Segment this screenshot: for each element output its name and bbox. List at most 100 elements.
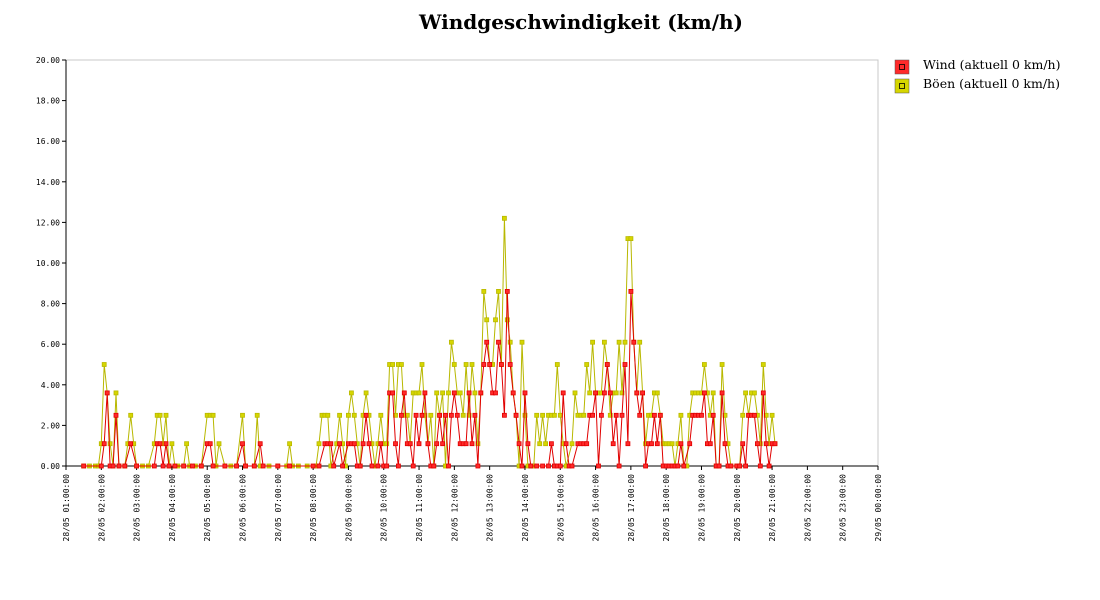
data-point [113,390,119,396]
data-point [569,463,575,469]
data-point [498,362,504,367]
data-point [640,390,645,396]
data-point [675,463,681,469]
data-point [478,390,484,396]
data-point [772,441,778,447]
data-point [422,390,428,396]
y-tick-label: 18.00 [36,97,60,106]
x-tick-label: 28/05 15:00:00 [556,474,565,542]
data-point [737,463,743,469]
data-point [398,362,404,367]
data-point [451,390,457,396]
data-point [457,390,463,396]
data-point [357,463,363,469]
data-point [722,441,728,447]
data-point [504,317,510,323]
y-tick-label: 2.00 [41,421,60,430]
data-point [378,441,384,447]
data-point [699,412,704,418]
data-point [625,441,631,447]
data-point [134,463,140,469]
data-point [740,412,746,418]
data-point [375,463,381,469]
data-point [522,390,528,396]
data-point [469,362,475,367]
series-layer [81,215,778,469]
data-point [316,441,322,447]
data-point [243,463,248,469]
data-point [654,441,660,447]
data-point [454,412,460,418]
data-point [599,412,604,418]
data-point [519,463,525,469]
data-point [687,441,693,447]
data-point [501,215,507,221]
data-point [451,362,457,367]
data-point [116,463,122,469]
data-point [369,463,375,469]
data-point [504,288,510,294]
data-point [328,441,334,447]
data-point [557,463,563,469]
data-point [669,441,675,447]
data-point [81,463,87,469]
data-point [643,463,648,469]
data-point [463,362,469,367]
data-point [384,463,390,469]
data-point [549,441,554,447]
data-point [413,412,419,418]
data-point [440,390,446,396]
data-point [481,362,487,367]
data-point [501,412,507,418]
data-point [702,362,707,367]
x-tick-label: 28/05 05:00:00 [203,474,212,542]
y-tick-label: 10.00 [36,259,60,268]
data-point [398,412,404,418]
data-point [331,463,337,469]
data-point [395,463,401,469]
data-point [463,441,469,447]
y-tick-label: 6.00 [41,340,60,349]
data-point [678,441,684,447]
data-point [222,463,228,469]
data-point [419,362,425,367]
data-point [390,390,396,396]
data-point [755,441,760,447]
data-point [710,390,716,396]
data-point [752,412,757,418]
data-point [472,390,478,396]
data-point [543,441,548,447]
data-point [649,441,654,447]
data-point [257,441,263,447]
y-tick-label: 4.00 [41,381,60,390]
y-tick-label: 0.00 [41,462,60,471]
data-point [128,412,134,418]
data-point [104,390,110,396]
x-tick-label: 28/05 21:00:00 [768,474,777,542]
data-point [340,463,346,469]
data-point [540,412,545,418]
data-point [507,362,513,367]
data-point [101,441,107,447]
x-tick-label: 29/05 00:00:00 [874,474,883,542]
data-point [602,390,607,396]
legend-swatch [894,78,910,94]
data-point [537,441,543,447]
x-tick-label: 28/05 14:00:00 [521,474,530,542]
data-point [310,463,316,469]
data-point [287,463,293,469]
legend-label: Wind (aktuell 0 km/h) [923,57,1061,72]
data-point [719,362,725,367]
data-point [546,463,551,469]
data-point [510,390,516,396]
data-point [613,390,619,396]
data-point [619,412,625,418]
data-point [425,441,431,447]
data-point [240,412,245,418]
data-point [719,390,725,396]
data-point [513,412,519,418]
data-point [101,362,107,367]
series-line [83,218,776,467]
data-point [287,441,293,447]
